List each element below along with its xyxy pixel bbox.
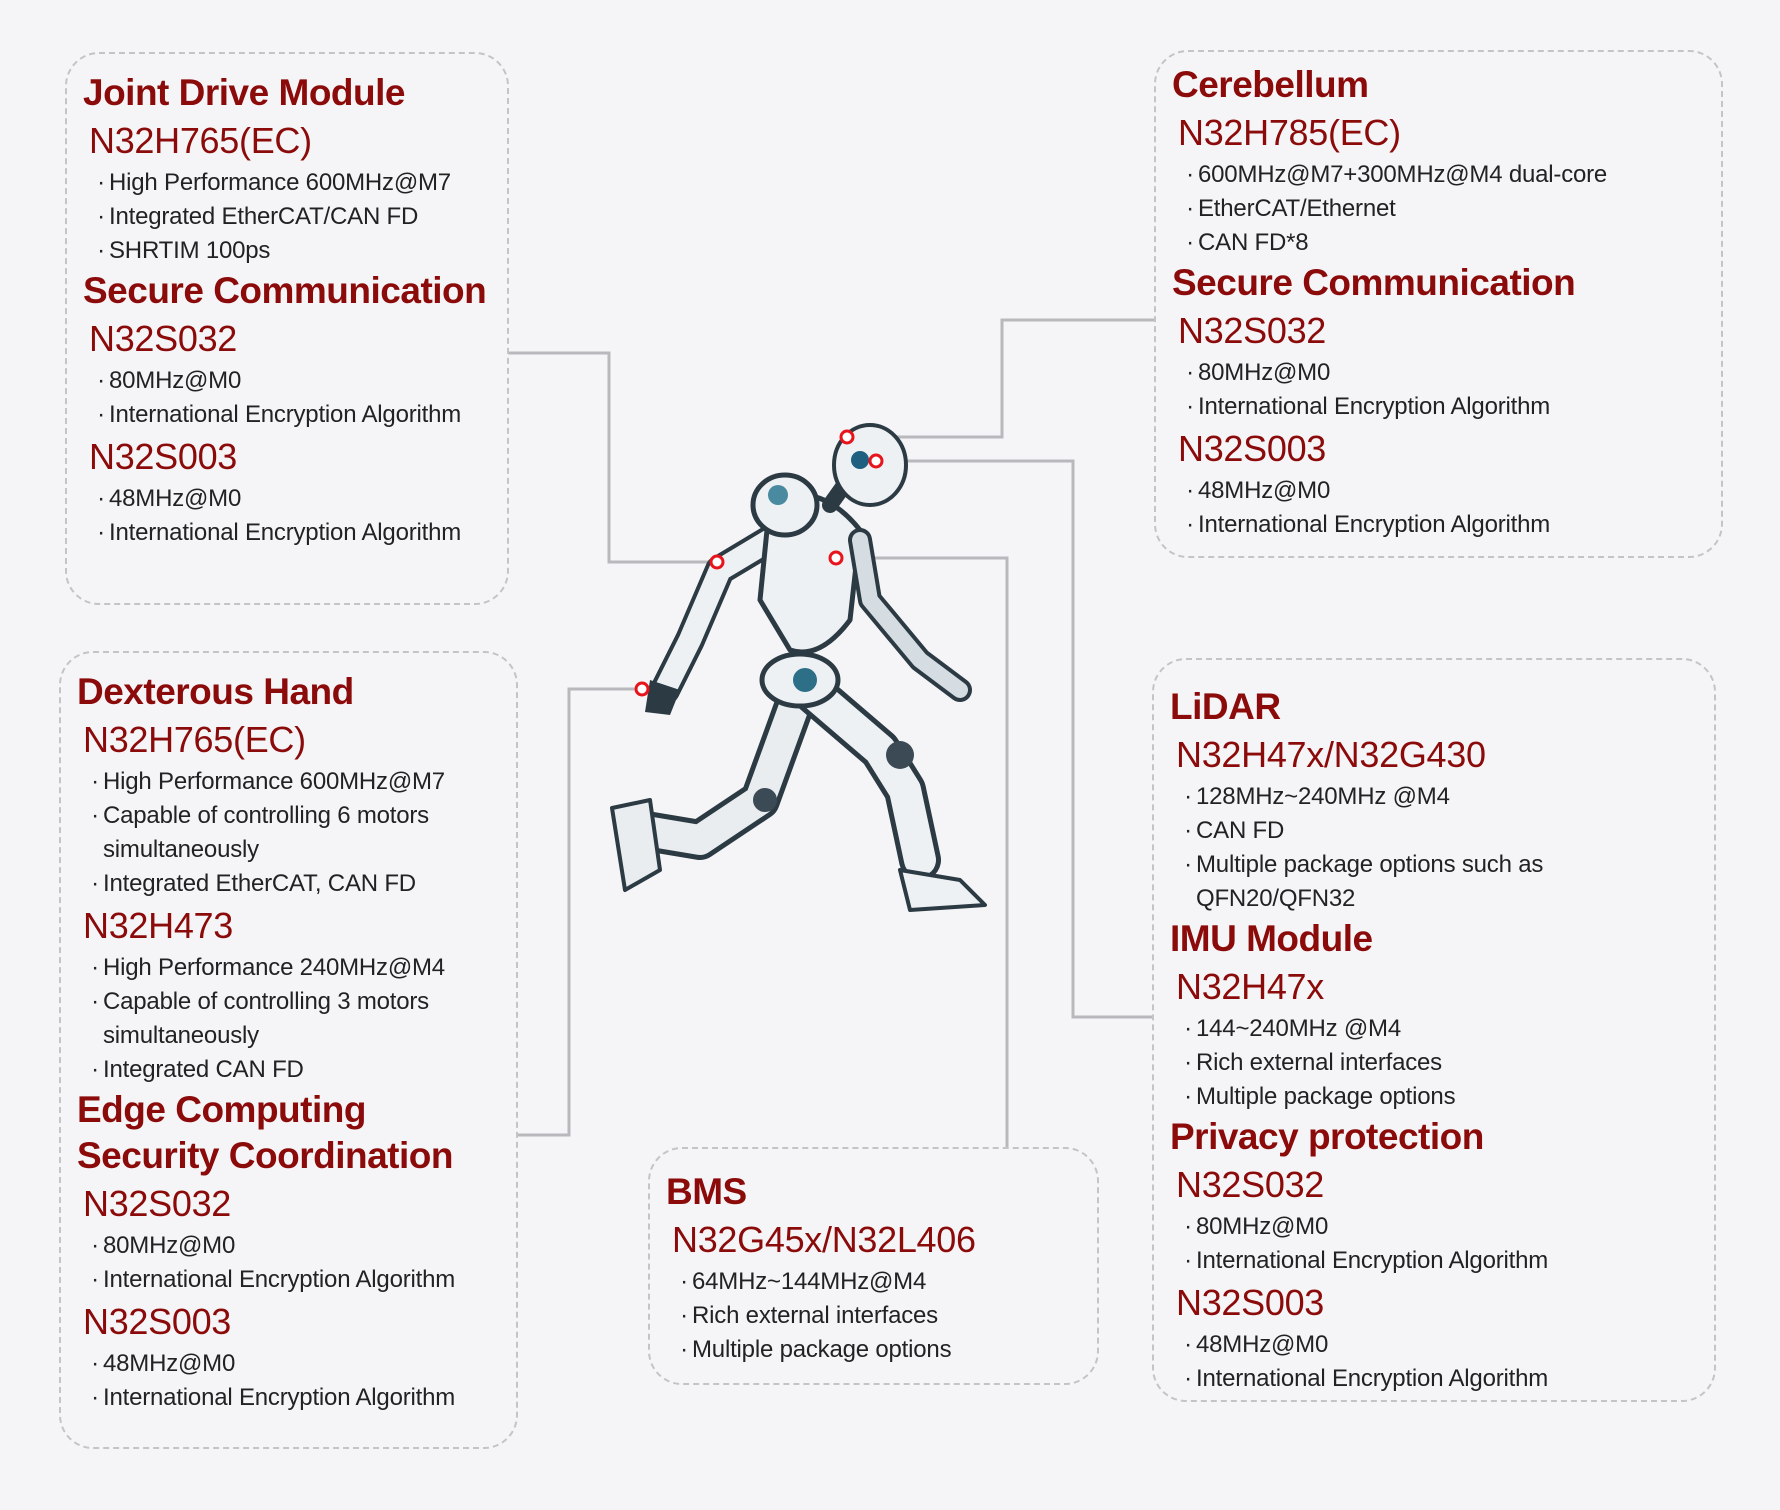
feature-bullet: CAN FD — [1170, 814, 1700, 848]
chip-model: N32S003 — [1178, 428, 1327, 469]
feature-bullet: 144~240MHz @M4 — [1170, 1012, 1700, 1046]
section-title: Secure Communication — [1172, 262, 1576, 303]
feature-bullet: Integrated EtherCAT, CAN FD — [77, 867, 502, 901]
feature-bullet: 48MHz@M0 — [77, 1347, 502, 1381]
panel-dexterous-hand: Dexterous Hand N32H765(EC) High Performanc… — [59, 651, 518, 1449]
section-title: Privacy protection — [1170, 1116, 1484, 1157]
feature-bullet: 80MHz@M0 — [1170, 1210, 1700, 1244]
section-title: LiDAR — [1170, 686, 1281, 727]
feature-bullet: SHRTIM 100ps — [83, 234, 493, 268]
feature-bullet: CAN FD*8 — [1172, 226, 1707, 260]
feature-bullet: Multiple package options — [666, 1333, 1083, 1367]
section-title: Dexterous Hand — [77, 671, 354, 712]
feature-bullet: Integrated CAN FD — [77, 1053, 502, 1087]
feature-bullet: Multiple package options — [1170, 1080, 1700, 1114]
feature-bullet: EtherCAT/Ethernet — [1172, 192, 1707, 226]
chip-model: N32H765(EC) — [83, 719, 306, 760]
chip-model: N32S003 — [83, 1301, 232, 1342]
chip-model: N32H785(EC) — [1178, 112, 1401, 153]
feature-bullet: International Encryption Algorithm — [83, 398, 493, 432]
feature-bullet: Rich external interfaces — [1170, 1046, 1700, 1080]
chip-model: N32H47x/N32G430 — [1176, 734, 1486, 775]
feature-bullet: 80MHz@M0 — [1172, 356, 1707, 390]
chip-model: N32S003 — [89, 436, 238, 477]
section-title: Joint Drive Module — [83, 72, 405, 113]
marker-head-top — [839, 429, 855, 445]
feature-bullet: Rich external interfaces — [666, 1299, 1083, 1333]
marker-chest — [828, 550, 844, 566]
feature-bullet: Capable of controlling 6 motors simultan… — [77, 799, 502, 867]
chip-model: N32S032 — [1178, 310, 1327, 351]
chip-model: N32H765(EC) — [89, 120, 312, 161]
chip-model: N32S003 — [1176, 1282, 1325, 1323]
feature-bullet: Multiple package options such as QFN20/Q… — [1170, 848, 1700, 916]
feature-bullet: International Encryption Algorithm — [1172, 390, 1707, 424]
feature-bullet: International Encryption Algorithm — [77, 1381, 502, 1415]
feature-bullet: 128MHz~240MHz @M4 — [1170, 780, 1700, 814]
connector-lidar-imu — [876, 459, 1152, 1019]
connector-joint-drive — [508, 351, 717, 564]
chip-model: N32G45x/N32L406 — [672, 1219, 976, 1260]
section-title: Cerebellum — [1172, 64, 1369, 105]
feature-bullet: High Performance 600MHz@M7 — [77, 765, 502, 799]
connector-bms — [836, 556, 1009, 1147]
chip-model: N32S032 — [89, 318, 238, 359]
feature-bullet: 48MHz@M0 — [1170, 1328, 1700, 1362]
chip-model: N32S032 — [83, 1183, 232, 1224]
panel-lidar-imu: LiDAR N32H47x/N32G430 128MHz~240MHz @M4CAN… — [1152, 658, 1716, 1402]
feature-bullet: International Encryption Algorithm — [83, 516, 493, 550]
feature-bullet: 48MHz@M0 — [1172, 474, 1707, 508]
chip-model: N32H473 — [83, 905, 234, 946]
marker-elbow — [709, 554, 725, 570]
robot-illustration — [610, 423, 987, 912]
feature-bullet: 80MHz@M0 — [77, 1229, 502, 1263]
feature-bullet: 48MHz@M0 — [83, 482, 493, 516]
feature-bullet: 64MHz~144MHz@M4 — [666, 1265, 1083, 1299]
feature-bullet: 80MHz@M0 — [83, 364, 493, 398]
panel-cerebellum: Cerebellum N32H785(EC) 600MHz@M7+300MHz@M4… — [1154, 50, 1723, 558]
feature-bullet: International Encryption Algorithm — [77, 1263, 502, 1297]
feature-bullet: Integrated EtherCAT/CAN FD — [83, 200, 493, 234]
feature-bullet: High Performance 600MHz@M7 — [83, 166, 493, 200]
marker-hand — [634, 681, 650, 697]
feature-bullet: Capable of controlling 3 motors simultan… — [77, 985, 502, 1053]
feature-bullet: International Encryption Algorithm — [1172, 508, 1707, 542]
chip-model: N32H47x — [1176, 966, 1324, 1007]
feature-bullet: High Performance 240MHz@M4 — [77, 951, 502, 985]
section-title: Secure Communication — [83, 270, 487, 311]
section-title: Edge Computing Security Coordination — [77, 1089, 453, 1176]
section-title: IMU Module — [1170, 918, 1373, 959]
feature-bullet: 600MHz@M7+300MHz@M4 dual-core — [1172, 158, 1707, 192]
section-title: BMS — [666, 1171, 747, 1212]
panel-joint-drive: Joint Drive Module N32H765(EC) High Perfor… — [65, 52, 509, 605]
feature-bullet: International Encryption Algorithm — [1170, 1362, 1700, 1396]
chip-model: N32S032 — [1176, 1164, 1325, 1205]
connector-dexterous-hand — [518, 687, 642, 1137]
panel-bms: BMS N32G45x/N32L406 64MHz~144MHz@M4Rich ex… — [648, 1147, 1099, 1385]
connector-cerebellum — [847, 318, 1154, 439]
feature-bullet: International Encryption Algorithm — [1170, 1244, 1700, 1278]
marker-head-eye — [868, 453, 884, 469]
